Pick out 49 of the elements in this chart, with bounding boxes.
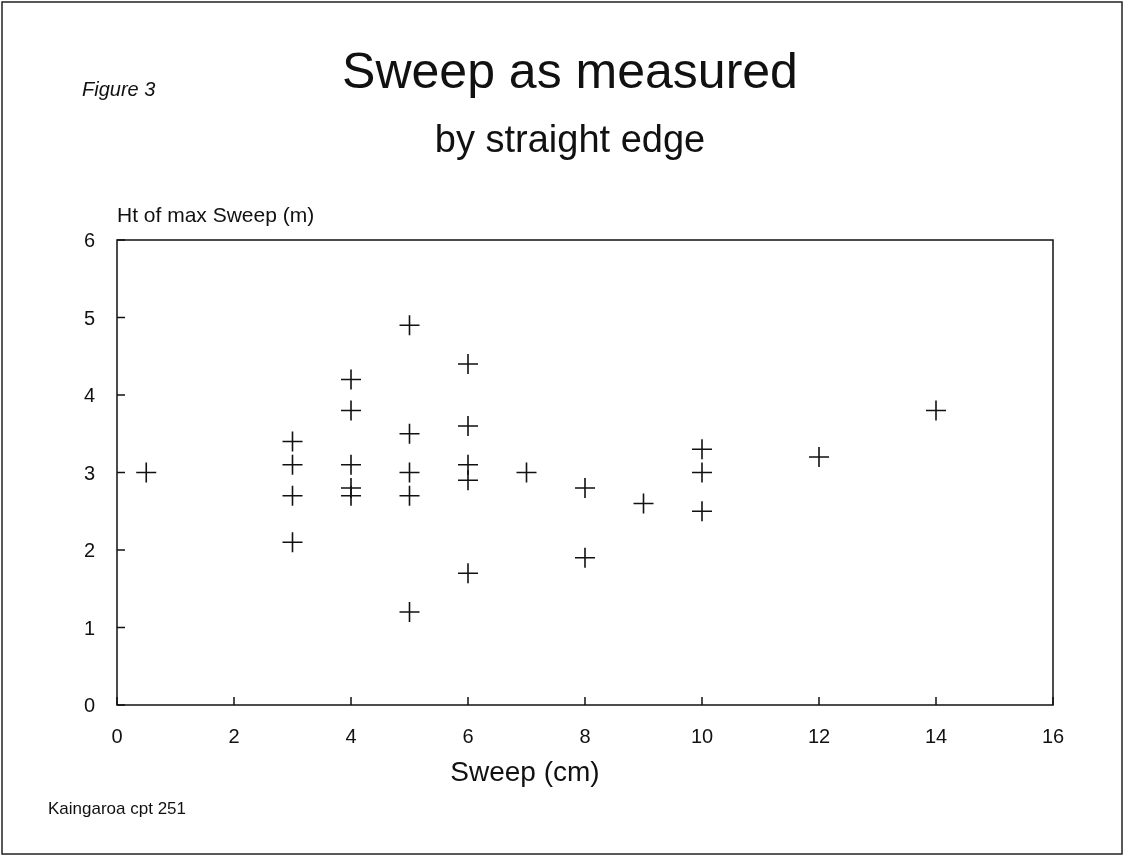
point — [340, 368, 362, 391]
point — [457, 415, 479, 437]
point — [691, 500, 713, 523]
x-axis-title: Sweep (cm) — [450, 756, 600, 787]
y-tick-label: 6 — [83, 229, 95, 251]
point — [457, 353, 479, 375]
x-tick-label: 2 — [228, 725, 240, 747]
point — [398, 461, 421, 484]
point — [281, 531, 304, 554]
point — [632, 492, 655, 515]
y-tick-label: 3 — [83, 461, 95, 484]
point — [398, 484, 421, 507]
x-tick-label: 8 — [579, 725, 591, 747]
x-tick-label: 10 — [690, 725, 714, 747]
point — [398, 422, 421, 445]
x-tick-label: 4 — [345, 725, 357, 747]
point — [574, 546, 596, 569]
chart-title: Sweep as measured — [342, 43, 798, 99]
point — [515, 461, 538, 484]
y-tick-label: 4 — [83, 384, 95, 406]
point — [135, 461, 158, 484]
x-tick-label: 16 — [1041, 725, 1065, 747]
point — [398, 314, 421, 337]
text: Kaingaroa cpt 251 — [48, 799, 186, 818]
point — [808, 446, 830, 468]
y-tick-label: 0 — [83, 694, 95, 716]
point — [457, 562, 479, 585]
point — [340, 453, 362, 476]
point — [281, 453, 304, 476]
x-tick-label: 6 — [462, 725, 474, 747]
point — [457, 469, 479, 492]
point — [340, 399, 362, 422]
point — [925, 399, 947, 422]
caption: Figure 3 — [82, 78, 156, 100]
point — [281, 484, 304, 507]
x-tick-label: 0 — [111, 725, 123, 747]
point — [691, 461, 713, 484]
y-tick-label: 2 — [83, 539, 95, 561]
chart-subtitle: by straight edge — [434, 118, 706, 160]
x-tick-label: 12 — [807, 725, 831, 747]
point — [398, 601, 421, 623]
point — [281, 430, 304, 453]
y-tick-label: 5 — [83, 306, 95, 329]
x-tick-label: 14 — [924, 725, 948, 747]
point — [691, 438, 713, 461]
point — [340, 484, 362, 507]
y-axis-title: Ht of max Sweep (m) — [117, 203, 315, 226]
y-tick-label: 1 — [83, 616, 95, 639]
point — [574, 477, 596, 499]
